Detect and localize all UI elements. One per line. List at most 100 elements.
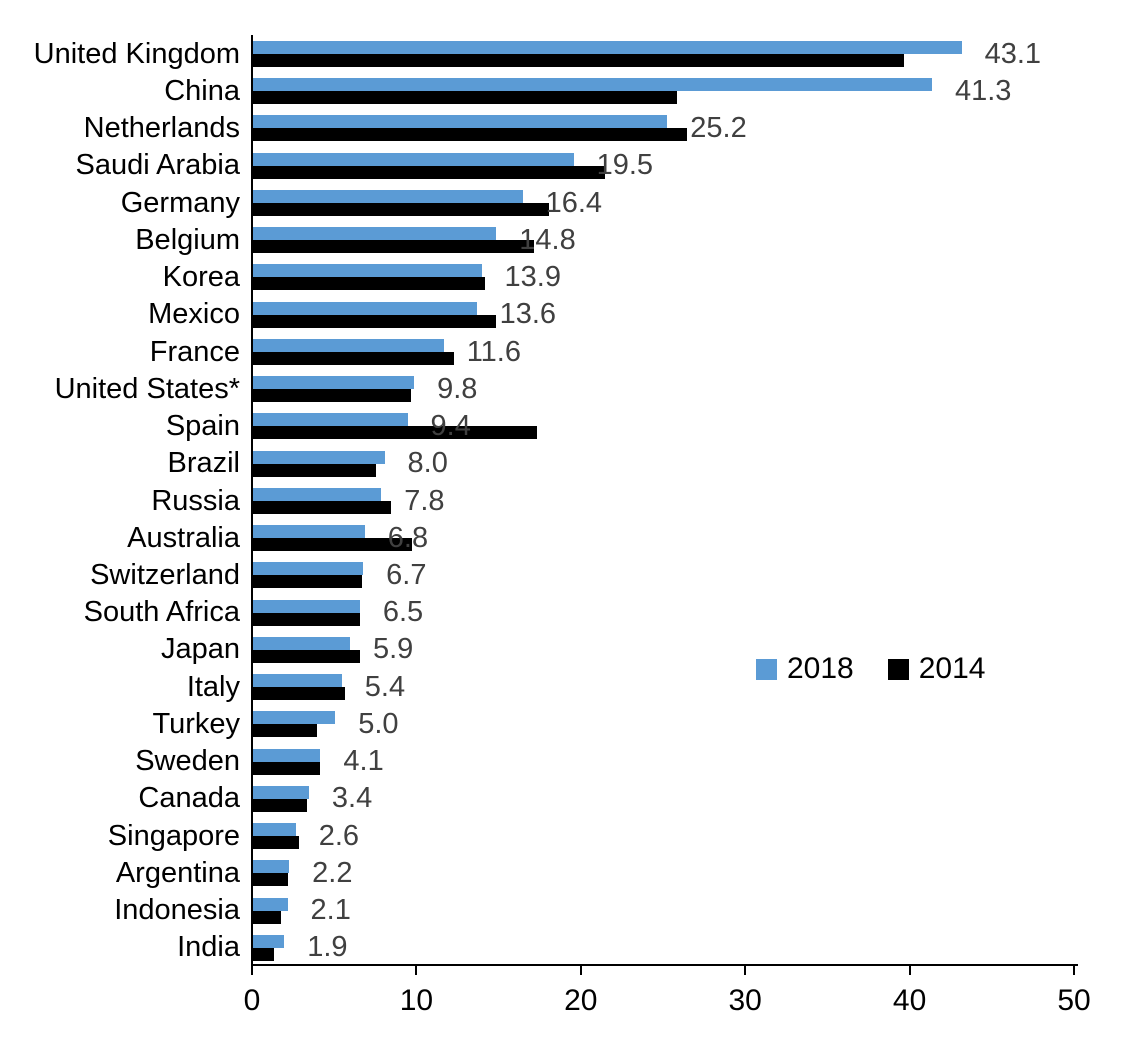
y-axis-line	[251, 35, 253, 966]
category-label: France	[149, 335, 240, 368]
bar-2014	[253, 836, 300, 850]
bar-2018	[253, 152, 574, 166]
category-label: Japan	[160, 633, 240, 666]
bar-2018	[253, 264, 482, 278]
bar-2018	[253, 599, 360, 613]
category-label: Russia	[151, 484, 240, 517]
x-axis-tick	[908, 966, 911, 975]
category-label: Indonesia	[114, 894, 240, 927]
bar-2014	[253, 128, 688, 142]
data-label: 6.5	[382, 596, 424, 629]
category-label: Canada	[138, 782, 240, 815]
x-axis-tick	[251, 966, 253, 975]
legend-swatch-2018	[756, 658, 777, 680]
bar-2014	[253, 910, 281, 924]
bar-2014	[253, 612, 360, 626]
x-axis-tick-label: 40	[892, 984, 927, 1017]
legend-label-2018: 2018	[787, 652, 854, 685]
data-label: 4.1	[343, 745, 384, 778]
data-label: 14.8	[519, 223, 576, 256]
legend-label-2014: 2014	[918, 652, 986, 685]
bar-2014	[253, 724, 318, 738]
legend-item-2018: 2018	[756, 652, 854, 686]
bar-2018	[253, 227, 497, 241]
bar-2014	[253, 54, 905, 67]
x-axis-line	[251, 964, 1078, 966]
category-label: Korea	[162, 261, 240, 294]
data-label: 25.2	[690, 112, 747, 145]
data-label: 1.9	[307, 931, 348, 964]
bar-2014	[253, 761, 321, 775]
bar-2014	[253, 649, 360, 663]
bar-2018	[253, 897, 288, 911]
x-axis-tick-label: 30	[728, 984, 762, 1017]
category-label: Australia	[127, 521, 240, 554]
bar-2018	[253, 711, 336, 725]
bar-2014	[253, 240, 535, 254]
bar-2018	[253, 860, 290, 874]
category-label: Italy	[186, 670, 240, 703]
bar-2018	[253, 823, 296, 837]
legend-swatch-2014	[887, 658, 909, 680]
bar-2018	[253, 525, 365, 539]
x-axis-tick-label: 50	[1057, 984, 1091, 1017]
data-label: 43.1	[984, 37, 1042, 70]
bar-2014	[253, 389, 411, 403]
bar-2014	[253, 91, 678, 105]
bar-2014	[253, 426, 538, 440]
category-label: China	[164, 74, 240, 107]
data-label: 3.4	[331, 782, 373, 815]
bar-2014	[253, 351, 454, 365]
bar-2014	[253, 463, 377, 477]
bar-2014	[253, 575, 362, 589]
bar-2018	[253, 487, 382, 501]
bar-2018	[253, 41, 962, 54]
bar-2018	[253, 636, 350, 650]
data-label: 5.0	[358, 707, 399, 740]
category-label: India	[177, 931, 240, 964]
data-label: 2.1	[310, 894, 351, 927]
bar-2014	[253, 947, 275, 961]
bar-2014	[253, 798, 308, 812]
bar-2018	[253, 562, 364, 576]
data-label: 6.8	[387, 521, 429, 554]
bar-2018	[253, 301, 477, 315]
bar-2014	[253, 202, 549, 216]
bar-2018	[253, 115, 668, 129]
category-label: Sweden	[135, 745, 240, 778]
category-label: Brazil	[167, 447, 240, 480]
bar-2018	[253, 189, 523, 203]
data-label: 13.6	[499, 298, 557, 331]
category-label: Argentina	[115, 856, 240, 889]
data-label: 7.8	[404, 484, 445, 517]
bar-2018	[253, 748, 321, 762]
x-axis-tick	[1073, 966, 1075, 975]
bar-2014	[253, 687, 346, 701]
data-label: 5.9	[372, 633, 414, 666]
bar-2014	[253, 277, 485, 291]
bar-2018	[253, 934, 285, 948]
data-label: 5.4	[364, 670, 406, 703]
category-label: South Africa	[83, 596, 240, 629]
x-axis-tick	[744, 966, 747, 975]
bar-2014	[253, 165, 605, 179]
bar-2014	[253, 873, 288, 887]
bar-2018	[253, 376, 415, 390]
data-label: 11.6	[466, 335, 521, 368]
x-axis-tick	[579, 966, 582, 975]
category-label: Belgium	[135, 223, 240, 256]
bar-2018	[253, 413, 408, 427]
category-label: United Kingdom	[33, 37, 240, 70]
category-label: Turkey	[152, 707, 240, 740]
data-label: 9.4	[430, 410, 471, 443]
data-label: 41.3	[954, 74, 1012, 107]
data-label: 9.8	[437, 372, 478, 405]
bar-2018	[253, 338, 444, 352]
x-axis-tick-label: 10	[399, 984, 434, 1017]
category-label: Netherlands	[83, 112, 240, 145]
bar-2018	[253, 450, 385, 464]
data-label: 8.0	[407, 447, 448, 480]
data-label: 2.2	[312, 856, 353, 889]
legend: 2018 2014	[756, 652, 986, 686]
